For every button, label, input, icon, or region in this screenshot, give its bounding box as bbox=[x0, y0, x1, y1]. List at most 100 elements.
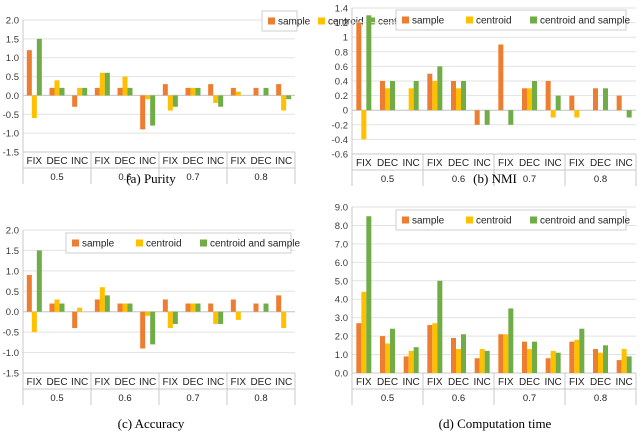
bar-centroid-and-sample bbox=[263, 87, 269, 96]
bar-sample bbox=[253, 87, 259, 96]
bar-centroid-and-sample bbox=[218, 311, 224, 324]
y-tick-label: 5.0 bbox=[335, 276, 348, 287]
x-tick-label: FIX bbox=[163, 156, 179, 167]
legend-label: centroid and sample bbox=[540, 16, 630, 27]
bar-centroid-and-sample bbox=[195, 87, 201, 96]
bar-centroid bbox=[235, 91, 241, 96]
x-tick-label: FIX bbox=[569, 158, 585, 169]
bar-centroid bbox=[527, 88, 532, 111]
bar-sample bbox=[403, 356, 409, 373]
x-tick-label: DEC bbox=[519, 158, 540, 169]
bar-sample bbox=[72, 311, 78, 329]
y-tick-label: -0.5 bbox=[3, 328, 19, 339]
legend-swatch bbox=[318, 17, 325, 25]
panel-computation-time: 0.0 1.0 2.0 3.0 4.0 5.0 6.0 7.0 8.0 9.0 FIX DEC INC F… bbox=[335, 203, 637, 431]
y-tick-label: 9.0 bbox=[335, 203, 348, 214]
bar-centroid-and-sample bbox=[461, 334, 466, 373]
bar-sample bbox=[593, 349, 598, 373]
x-tick-label: FIX bbox=[569, 377, 585, 388]
x-tick-label: FIX bbox=[356, 158, 372, 169]
bar-centroid-and-sample bbox=[626, 110, 632, 118]
bar-sample bbox=[117, 87, 123, 96]
legend-swatch bbox=[200, 239, 207, 247]
bar-centroid-and-sample bbox=[59, 87, 65, 96]
bar-centroid-and-sample bbox=[579, 328, 585, 373]
y-tick-label: 2.0 bbox=[335, 332, 348, 343]
legend-swatch bbox=[530, 216, 537, 224]
group-label: 0.8 bbox=[594, 174, 607, 185]
y-tick-label: 0.5 bbox=[6, 287, 19, 298]
group-label: 0.5 bbox=[381, 393, 394, 404]
bar-sample bbox=[356, 22, 362, 111]
x-tick-label: DEC bbox=[46, 377, 67, 388]
bar-sample bbox=[140, 311, 146, 349]
bar-centroid-and-sample bbox=[104, 72, 110, 96]
x-tick-label: INC bbox=[139, 156, 156, 167]
y-tick-label: 1 bbox=[343, 33, 348, 44]
x-tick-label: INC bbox=[616, 377, 633, 388]
bar-centroid bbox=[385, 343, 390, 373]
bar-centroid bbox=[456, 349, 461, 373]
bar-centroid-and-sample bbox=[603, 88, 608, 111]
group-label: 0.6 bbox=[118, 393, 131, 404]
bar-centroid bbox=[361, 291, 367, 373]
bar-sample bbox=[94, 87, 100, 96]
x-tick-label: INC bbox=[474, 377, 491, 388]
legend-swatch bbox=[466, 216, 473, 224]
bar-centroid-and-sample bbox=[150, 311, 156, 345]
panel-caption: (a) Purity bbox=[126, 171, 176, 186]
bar-sample bbox=[616, 360, 622, 373]
group-label: 0.5 bbox=[381, 174, 394, 185]
x-tick-label: FIX bbox=[356, 377, 372, 388]
bar-sample bbox=[49, 87, 55, 96]
bar-sample bbox=[208, 303, 214, 312]
bar-sample bbox=[380, 81, 385, 111]
bar-sample bbox=[117, 303, 123, 312]
bar-centroid-and-sample bbox=[484, 350, 490, 373]
panel-caption: (b) NMI bbox=[473, 171, 517, 186]
bar-centroid bbox=[31, 311, 37, 333]
x-tick-label: FIX bbox=[498, 377, 514, 388]
bar-centroid-and-sample bbox=[532, 81, 537, 111]
group-label: 0.5 bbox=[50, 393, 63, 404]
x-tick-label: FIX bbox=[231, 377, 247, 388]
bar-sample bbox=[162, 84, 168, 96]
x-tick-label: FIX bbox=[427, 377, 443, 388]
legend bbox=[261, 10, 298, 32]
y-tick-label: 1.2 bbox=[335, 18, 348, 29]
y-tick-label: -0.6 bbox=[332, 150, 348, 161]
bar-sample bbox=[545, 358, 551, 373]
x-tick-label: INC bbox=[545, 377, 562, 388]
x-tick-label: DEC bbox=[519, 377, 540, 388]
group-label: 0.7 bbox=[186, 393, 199, 404]
x-tick-label: INC bbox=[275, 156, 292, 167]
legend-label: sample bbox=[412, 16, 445, 27]
y-tick-label: -1.5 bbox=[3, 148, 19, 159]
x-tick-label: INC bbox=[207, 377, 224, 388]
y-tick-label: -0.4 bbox=[332, 135, 348, 146]
bar-centroid-and-sample bbox=[413, 81, 419, 111]
bar-centroid-and-sample bbox=[508, 110, 514, 125]
group-label: 0.8 bbox=[254, 393, 267, 404]
bar-centroid bbox=[598, 352, 603, 373]
bar-centroid bbox=[99, 72, 105, 96]
bar-sample bbox=[276, 295, 282, 312]
x-tick-label: FIX bbox=[427, 158, 443, 169]
legend-label: centroid and sample bbox=[210, 239, 300, 250]
y-tick-label: 0.8 bbox=[335, 47, 348, 58]
bar-sample bbox=[427, 325, 433, 373]
y-tick-label: 2.0 bbox=[6, 16, 19, 27]
group-label: 0.7 bbox=[523, 393, 536, 404]
x-tick-label: DEC bbox=[448, 158, 469, 169]
legend-label: sample bbox=[82, 239, 115, 250]
y-tick-label: 0.2 bbox=[335, 91, 348, 102]
bar-sample bbox=[94, 299, 100, 312]
legend-swatch bbox=[402, 216, 409, 224]
legend bbox=[395, 9, 627, 31]
x-tick-label: DEC bbox=[250, 156, 271, 167]
bar-centroid bbox=[235, 311, 241, 320]
y-tick-label: -0.2 bbox=[332, 120, 348, 131]
bar-sample bbox=[593, 88, 598, 111]
bar-centroid-and-sample bbox=[437, 280, 443, 373]
x-tick-label: DEC bbox=[182, 156, 203, 167]
